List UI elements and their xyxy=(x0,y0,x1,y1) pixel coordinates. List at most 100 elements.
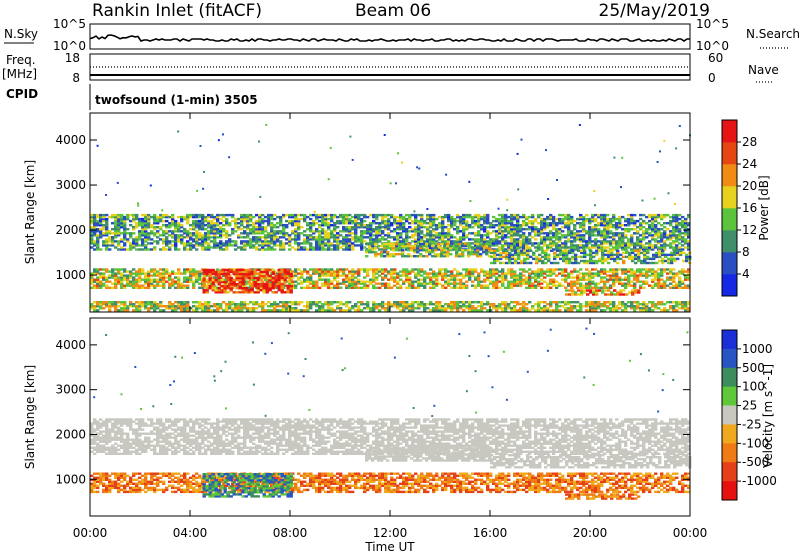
heatmap-cell xyxy=(585,230,589,233)
heatmap-cell xyxy=(678,236,682,239)
heatmap-cell xyxy=(252,230,256,233)
heatmap-cell xyxy=(291,215,295,219)
heatmap-cell xyxy=(594,240,598,243)
heatmap-cell xyxy=(490,251,494,255)
heatmap-cell xyxy=(324,222,328,225)
heatmap-cell xyxy=(90,246,94,249)
heatmap-cell xyxy=(126,307,130,310)
heatmap-cell xyxy=(492,248,496,251)
heatmap-cell xyxy=(189,238,193,241)
heatmap-cell xyxy=(318,230,322,233)
heatmap-cell xyxy=(408,226,412,229)
heatmap-cell xyxy=(621,268,625,271)
heatmap-cell xyxy=(357,278,361,281)
heatmap-cell xyxy=(226,268,230,272)
heatmap-cell xyxy=(180,305,184,308)
heatmap-cell xyxy=(324,278,328,281)
heatmap-cell xyxy=(180,238,184,241)
heatmap-cell xyxy=(468,232,472,235)
heatmap-cell xyxy=(372,276,376,279)
heatmap-cell xyxy=(117,234,121,237)
heatmap-cell xyxy=(247,280,251,284)
heatmap-cell xyxy=(375,240,379,243)
heatmap-cell xyxy=(138,238,142,241)
heatmap-cell xyxy=(123,242,127,245)
heatmap-cell xyxy=(633,244,637,247)
heatmap-cell xyxy=(592,291,596,294)
heatmap-cell xyxy=(198,270,202,273)
heatmap-cell xyxy=(252,246,256,249)
heatmap-cell xyxy=(630,215,634,219)
heatmap-cell xyxy=(429,280,433,283)
heatmap-cell xyxy=(414,213,418,217)
heatmap-cell xyxy=(222,224,226,227)
heatmap-cell xyxy=(661,249,665,252)
heatmap-cell xyxy=(663,226,667,229)
heatmap-cell xyxy=(306,224,310,227)
heatmap-cell xyxy=(531,276,535,279)
heatmap-cell xyxy=(570,284,574,287)
heatmap-cell xyxy=(150,280,154,283)
heatmap-cell xyxy=(603,248,607,251)
heatmap-cell xyxy=(168,222,172,225)
heatmap-cell xyxy=(342,238,346,241)
heatmap-cell xyxy=(687,272,691,275)
heatmap-cell xyxy=(615,222,619,225)
heatmap-cell xyxy=(378,228,382,231)
heatmap-cell xyxy=(630,217,634,221)
heatmap-cell xyxy=(147,309,151,312)
heatmap-cell xyxy=(462,232,466,235)
heatmap-cell xyxy=(321,224,325,227)
heatmap-cell xyxy=(345,268,349,271)
heatmap-cell xyxy=(162,234,166,237)
heatmap-cell xyxy=(567,276,571,279)
heatmap-cell xyxy=(259,283,263,286)
heatmap-cell xyxy=(417,282,421,285)
heatmap-cell xyxy=(339,240,343,243)
heatmap-cell xyxy=(546,226,550,229)
heatmap-cell xyxy=(571,255,575,259)
heatmap-cell xyxy=(288,222,292,225)
heatmap-cell xyxy=(663,248,667,251)
heatmap-cell xyxy=(135,240,139,243)
heatmap-cell xyxy=(498,246,502,249)
heatmap-cell xyxy=(93,244,97,247)
heatmap-cell xyxy=(375,230,379,233)
heatmap-cell xyxy=(240,224,244,227)
heatmap-cell xyxy=(522,234,526,237)
heatmap-cell xyxy=(258,219,262,223)
heatmap-cell xyxy=(96,282,100,285)
heatmap-cell xyxy=(372,278,376,281)
heatmap-cell xyxy=(488,255,492,258)
heatmap-cell xyxy=(126,276,130,279)
heatmap-cell xyxy=(171,303,175,306)
heatmap-cell xyxy=(422,255,426,258)
heatmap-cell xyxy=(657,234,661,237)
heatmap-cell xyxy=(250,274,254,278)
heatmap-cell xyxy=(450,286,454,289)
heatmap-cell xyxy=(468,276,472,279)
heatmap-cell xyxy=(589,253,593,257)
heatmap-cell xyxy=(232,278,236,282)
heatmap-cell xyxy=(600,248,604,251)
heatmap-cell xyxy=(297,228,301,231)
heatmap-cell xyxy=(216,230,220,233)
heatmap-cell xyxy=(488,244,492,248)
heatmap-cell xyxy=(546,270,550,273)
heatmap-cell xyxy=(201,215,205,219)
heatmap-cell xyxy=(589,257,593,261)
heatmap-cell xyxy=(256,283,260,286)
nave-tick-bottom: 0 xyxy=(708,71,716,85)
heatmap-cell xyxy=(354,272,358,275)
heatmap-cell xyxy=(363,240,367,243)
heatmap-cell xyxy=(526,251,530,255)
heatmap-cell xyxy=(249,238,253,241)
heatmap-cell xyxy=(498,226,502,229)
heatmap-cell xyxy=(123,234,127,237)
heatmap-cell xyxy=(657,272,661,275)
heatmap-cell xyxy=(411,219,415,223)
heatmap-cell xyxy=(555,284,559,287)
heatmap-cell xyxy=(318,246,322,249)
heatmap-cell xyxy=(225,222,229,225)
heatmap-cell xyxy=(255,307,259,310)
